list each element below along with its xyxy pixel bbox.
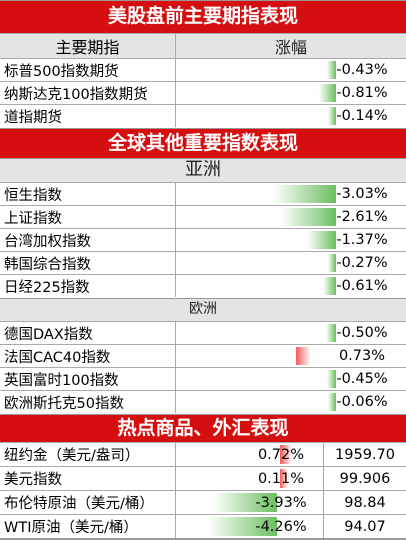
- change-value: -0.43%: [336, 62, 388, 78]
- col-change-header: 涨幅: [176, 34, 406, 58]
- index-name: 标普500指数期货: [0, 59, 176, 81]
- change-value: 0.73%: [338, 348, 386, 364]
- change-value: 0.11%: [257, 470, 305, 487]
- change-bar: [281, 208, 336, 226]
- change-bar: [326, 324, 336, 342]
- change-bar: [328, 107, 336, 125]
- index-name: 纳斯达克100指数期货: [0, 82, 176, 104]
- table-row: 法国CAC40指数 0.73%: [0, 344, 406, 367]
- index-name: 纽约金（美元/盎司）: [0, 443, 176, 466]
- change-cell: -0.45%: [176, 368, 406, 390]
- table-row: 纽约金（美元/盎司） 0.72% 1959.70: [0, 442, 406, 466]
- change-cell: -3.03%: [176, 183, 406, 205]
- change-bar: [273, 185, 336, 203]
- change-value: -0.61%: [336, 278, 388, 294]
- index-name: 德国DAX指数: [0, 322, 176, 344]
- change-bar: [296, 347, 311, 365]
- change-bar: [327, 61, 336, 79]
- price-value: 94.07: [344, 518, 386, 535]
- change-bar: [307, 231, 336, 249]
- table-row: 上证指数 -2.61%: [0, 205, 406, 228]
- index-name: 上证指数: [0, 206, 176, 228]
- change-cell: 0.72%: [176, 443, 324, 466]
- index-name: 法国CAC40指数: [0, 345, 176, 367]
- table-row: 标普500指数期货 -0.43%: [0, 58, 406, 81]
- change-bar: [319, 84, 336, 102]
- global-indices-title: 全球其他重要指数表现: [0, 128, 406, 158]
- index-name: 台湾加权指数: [0, 229, 176, 251]
- table-row: 日经225指数 -0.61%: [0, 274, 406, 297]
- change-value: -0.81%: [336, 85, 388, 101]
- change-bar: [213, 493, 277, 512]
- change-cell: 0.11%: [176, 467, 324, 490]
- commodity-fx-title: 热点商品、外汇表现: [0, 414, 406, 442]
- index-name: WTI原油（美元/桶）: [0, 515, 176, 538]
- change-bar: [328, 254, 336, 272]
- price-value: 98.84: [344, 494, 386, 511]
- table-row: 纳斯达克100指数期货 -0.81%: [0, 81, 406, 104]
- col-index-header: 主要期指: [0, 34, 176, 58]
- europe-subheader: 欧洲: [0, 298, 406, 321]
- us-futures-header-row: 主要期指 涨幅: [0, 33, 406, 58]
- index-name: 恒生指数: [0, 183, 176, 205]
- index-name: 布伦特原油（美元/桶）: [0, 491, 176, 514]
- change-cell: -0.14%: [176, 105, 406, 127]
- table-row: 布伦特原油（美元/桶） -3.93% 98.84: [0, 490, 406, 514]
- change-cell: -0.61%: [176, 275, 406, 297]
- change-bar: [280, 445, 292, 464]
- index-name: 英国富时100指数: [0, 368, 176, 390]
- table-row: 道指期货 -0.14%: [0, 104, 406, 127]
- change-cell: -3.93%: [176, 491, 324, 514]
- change-value: -3.03%: [336, 186, 388, 202]
- change-value: -3.93%: [255, 494, 307, 511]
- change-bar: [208, 517, 277, 536]
- table-row: 恒生指数 -3.03%: [0, 182, 406, 205]
- change-cell: -0.81%: [176, 82, 406, 104]
- change-value: -0.06%: [336, 394, 388, 410]
- change-cell: -2.61%: [176, 206, 406, 228]
- change-value: -1.37%: [336, 232, 388, 248]
- change-cell: -0.27%: [176, 252, 406, 274]
- change-bar: [280, 469, 288, 488]
- change-bar: [328, 393, 336, 411]
- change-value: -0.14%: [336, 108, 388, 124]
- table-row: 韩国综合指数 -0.27%: [0, 251, 406, 274]
- change-value: 0.72%: [257, 446, 305, 463]
- table-row: WTI原油（美元/桶） -4.26% 94.07: [0, 514, 406, 538]
- change-value: -0.45%: [336, 371, 388, 387]
- asia-subheader: 亚洲: [0, 158, 406, 182]
- table-row: 美元指数 0.11% 99.906: [0, 466, 406, 490]
- index-name: 道指期货: [0, 105, 176, 127]
- table-row: 台湾加权指数 -1.37%: [0, 228, 406, 251]
- index-name: 韩国综合指数: [0, 252, 176, 274]
- table-row: 英国富时100指数 -0.45%: [0, 367, 406, 390]
- change-value: -2.61%: [336, 209, 388, 225]
- change-cell: -1.37%: [176, 229, 406, 251]
- us-futures-title: 美股盘前主要期指表现: [0, 0, 406, 33]
- table-bottom-border: [0, 538, 406, 540]
- change-value: -0.50%: [336, 325, 388, 341]
- change-cell: -4.26%: [176, 515, 324, 538]
- change-value: -0.27%: [336, 255, 388, 271]
- table-row: 德国DAX指数 -0.50%: [0, 321, 406, 344]
- change-value: -4.26%: [255, 518, 307, 535]
- change-cell: -0.50%: [176, 322, 406, 344]
- index-name: 美元指数: [0, 467, 176, 490]
- price-value: 1959.70: [335, 446, 395, 463]
- price-value: 99.906: [339, 470, 391, 487]
- change-bar: [327, 370, 336, 388]
- table-row: 欧洲斯托克50指数 -0.06%: [0, 390, 406, 413]
- change-cell: -0.06%: [176, 391, 406, 413]
- change-bar: [323, 277, 336, 295]
- index-name: 日经225指数: [0, 275, 176, 297]
- index-name: 欧洲斯托克50指数: [0, 391, 176, 413]
- change-cell: 0.73%: [176, 345, 406, 367]
- change-cell: -0.43%: [176, 59, 406, 81]
